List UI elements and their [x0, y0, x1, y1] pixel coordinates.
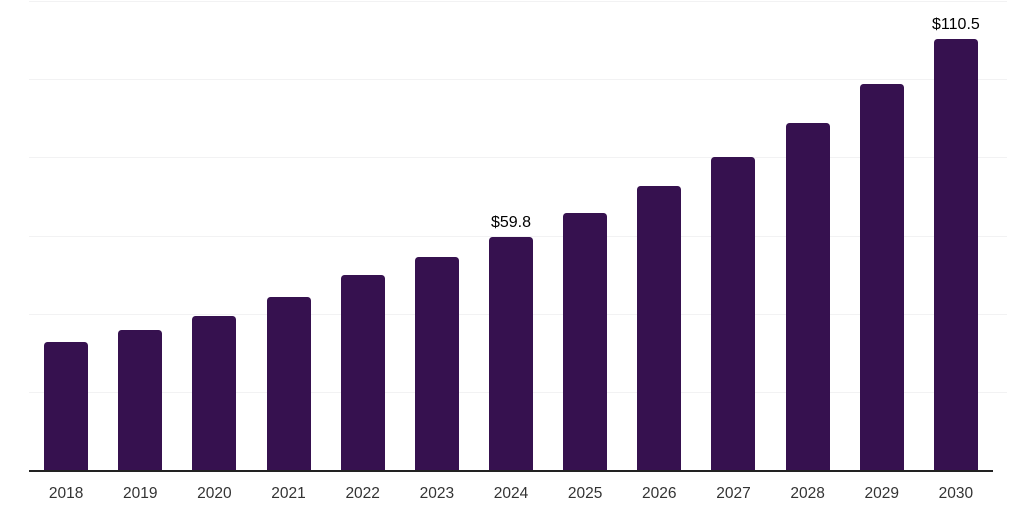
bar-2022	[340, 274, 385, 471]
value-label-2030: $110.5	[932, 16, 980, 34]
bar-2026	[637, 186, 682, 471]
x-tick-2020: 2020	[197, 485, 232, 502]
x-tick-2024: 2024	[493, 485, 529, 502]
x-tick-2021: 2021	[271, 485, 306, 502]
plot-area: $59.8 $110.5	[29, 2, 993, 471]
x-tick-2019: 2019	[122, 485, 158, 502]
bar-2027	[711, 156, 756, 471]
x-tick-2025: 2025	[567, 485, 603, 502]
x-tick-2027: 2027	[716, 485, 751, 502]
x-tick-2026: 2026	[642, 485, 677, 502]
x-tick-2023: 2023	[419, 485, 455, 502]
bar-2028	[785, 123, 830, 471]
x-tick-2022: 2022	[345, 485, 380, 502]
bar-2025	[563, 213, 608, 471]
bar-2029	[859, 84, 904, 471]
x-tick-2029: 2029	[864, 485, 899, 502]
bar-2024	[489, 237, 533, 471]
x-tick-2030: 2030	[938, 485, 974, 502]
x-tick-2028: 2028	[790, 485, 825, 502]
bar-2018	[44, 342, 89, 471]
bar-2030	[933, 39, 978, 471]
bar-2023	[414, 257, 459, 471]
x-axis-line	[29, 470, 993, 472]
x-tick-2018: 2018	[48, 485, 84, 502]
bar-2019	[118, 330, 163, 471]
bar-2021	[266, 297, 311, 471]
x-axis-labels: 2018 2019 2020 2021 2022 2023 2024 2025 2026 2027…	[29, 485, 993, 505]
value-label-2024: $59.8	[490, 214, 532, 232]
bar-2020	[192, 316, 237, 471]
